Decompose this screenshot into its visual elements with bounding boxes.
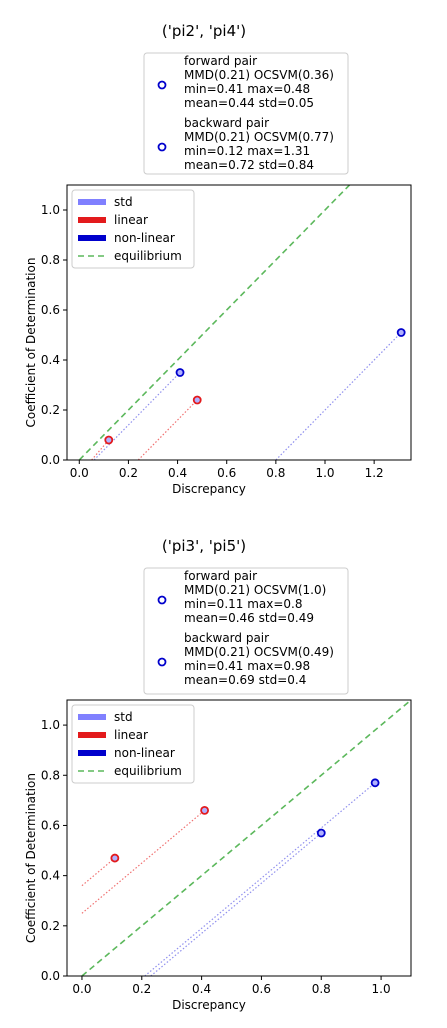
top-legend-line: backward pair (184, 116, 269, 130)
x-tick-label: 1.0 (372, 982, 391, 996)
plot-area (78, 185, 406, 460)
legend-swatch (78, 217, 106, 223)
top-legend-marker (157, 657, 167, 667)
y-tick-label: 0.6 (41, 303, 60, 317)
std-line-linear (137, 399, 198, 460)
y-tick-label: 0.6 (41, 818, 60, 832)
x-tick-label: 0.8 (312, 982, 331, 996)
y-tick-label: 0.4 (41, 353, 60, 367)
legend-swatch (78, 714, 106, 720)
chart-title: ('pi2', 'pi4') (162, 22, 246, 40)
x-tick-label: 0.2 (119, 466, 138, 480)
x-tick-label: 0.4 (168, 466, 187, 480)
equilibrium-line (78, 185, 351, 460)
legend-swatch (78, 750, 106, 756)
top-legend-box (143, 567, 349, 695)
x-tick-label: 1.2 (365, 466, 384, 480)
top-legend-line: mean=0.69 std=0.4 (184, 673, 306, 687)
y-tick-label: 0.2 (41, 919, 60, 933)
x-tick-label: 0.6 (252, 982, 271, 996)
top-legend-box (143, 52, 349, 175)
std-line-linear (81, 857, 116, 887)
std-line-linear (81, 809, 205, 914)
top-legend-line: min=0.11 max=0.8 (184, 597, 303, 611)
axes-frame (66, 184, 412, 461)
top-legend-marker (157, 142, 167, 152)
top-legend-line: min=0.12 max=1.31 (184, 144, 310, 158)
top-legend-line: forward pair (184, 54, 257, 68)
std-line-non-linear (275, 332, 402, 460)
top-legend-line: mean=0.46 std=0.49 (184, 611, 314, 625)
y-tick-label: 1.0 (41, 718, 60, 732)
top-legend-line: MMD(0.21) OCSVM(0.36) (184, 68, 334, 82)
x-tick-label: 0.4 (192, 982, 211, 996)
point-linear (110, 853, 120, 863)
axes-frame (66, 699, 412, 977)
top-legend-marker (157, 80, 167, 90)
point-non-linear (316, 828, 326, 838)
legend-swatch (78, 235, 106, 241)
y-tick-label: 0.0 (41, 453, 60, 467)
top-legend-line: backward pair (184, 631, 269, 645)
y-tick-label: 0.2 (41, 403, 60, 417)
top-legend-line: mean=0.72 std=0.84 (184, 158, 314, 172)
legend-label: std (114, 195, 133, 209)
legend-box (71, 704, 195, 784)
equilibrium-line (81, 700, 411, 976)
legend-swatch (78, 199, 106, 205)
x-tick-label: 1.0 (315, 466, 334, 480)
x-axis-label: Discrepancy (172, 998, 246, 1012)
point-linear (192, 395, 202, 405)
y-axis-label: Coefficient of Determination (24, 773, 38, 943)
point-non-linear (370, 778, 380, 788)
x-tick-label: 0.0 (72, 982, 91, 996)
y-tick-label: 0.4 (41, 869, 60, 883)
legend-label: std (114, 710, 133, 724)
y-axis-label: Coefficient of Determination (24, 258, 38, 428)
point-linear (104, 435, 114, 445)
x-tick-label: 0.0 (70, 466, 89, 480)
y-tick-label: 0.8 (41, 768, 60, 782)
point-linear (200, 806, 210, 815)
top-legend-line: forward pair (184, 569, 257, 583)
top-legend-marker (157, 595, 167, 605)
x-tick-label: 0.2 (132, 982, 151, 996)
y-tick-label: 1.0 (41, 203, 60, 217)
legend-label: equilibrium (114, 249, 182, 263)
top-legend-line: min=0.41 max=0.48 (184, 82, 310, 96)
x-tick-label: 0.6 (217, 466, 236, 480)
point-non-linear (175, 368, 185, 377)
legend-label: linear (114, 728, 148, 742)
x-axis-label: Discrepancy (172, 482, 246, 496)
legend-label: non-linear (114, 746, 175, 760)
y-tick-label: 0.0 (41, 969, 60, 983)
std-line-non-linear (150, 832, 322, 976)
chart-title: ('pi3', 'pi5') (162, 537, 246, 555)
legend-box (71, 189, 195, 269)
legend-label: equilibrium (114, 764, 182, 778)
legend-swatch (78, 732, 106, 738)
top-legend-line: MMD(0.21) OCSVM(1.0) (184, 583, 326, 597)
plot-area (81, 700, 411, 976)
top-legend-line: min=0.41 max=0.98 (184, 659, 310, 673)
y-tick-label: 0.8 (41, 253, 60, 267)
legend-label: linear (114, 213, 148, 227)
x-tick-label: 0.8 (266, 466, 285, 480)
top-legend-line: MMD(0.21) OCSVM(0.49) (184, 645, 334, 659)
top-legend-line: mean=0.44 std=0.05 (184, 96, 314, 110)
std-line-non-linear (144, 782, 376, 976)
point-non-linear (396, 328, 406, 337)
legend-label: non-linear (114, 231, 175, 245)
top-legend-line: MMD(0.21) OCSVM(0.77) (184, 130, 334, 144)
std-line-non-linear (93, 372, 181, 460)
